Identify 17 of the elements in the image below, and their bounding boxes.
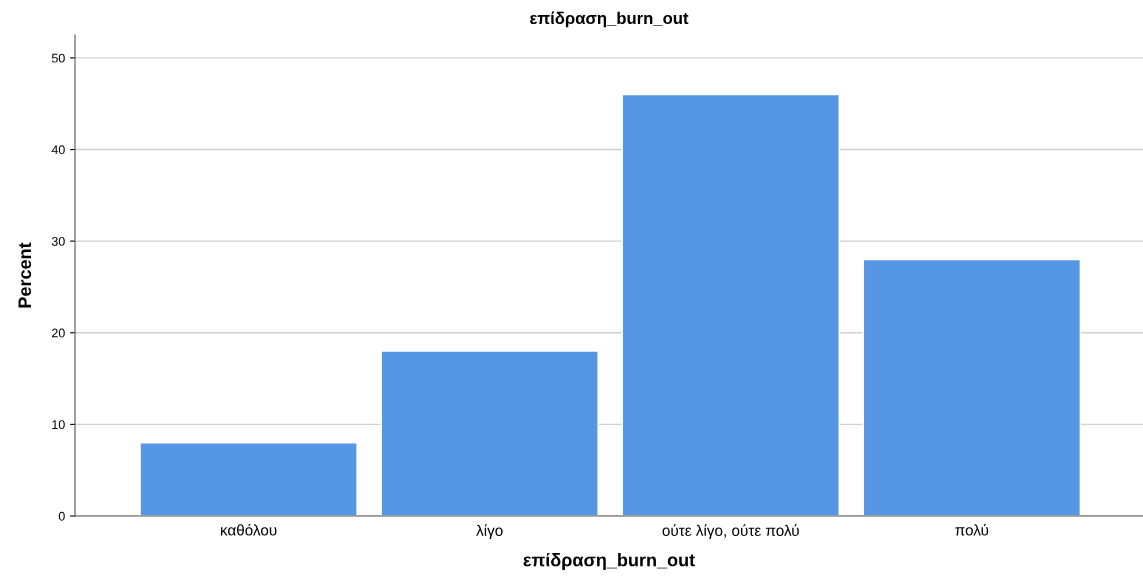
y-tick-label: 0 [58,511,65,521]
bar [862,258,1082,516]
y-tick-label: 40 [51,145,65,155]
y-tick-label: 30 [51,236,65,246]
bar [139,442,358,516]
bar [621,93,840,516]
y-axis-title: Percent [18,242,32,308]
x-tick-label: ούτε λίγο, ούτε πολύ [662,524,799,539]
bar [380,350,599,516]
x-axis-title: επίδραση_burn_out [523,552,695,570]
x-tick-label: λίγο [476,524,503,539]
y-tick-label: 20 [52,328,65,338]
chart-title: επίδραση_burn_out [530,11,689,28]
y-tick-label: 10 [52,420,65,430]
x-tick-label: καθόλου [220,523,277,536]
x-tick-label: πολύ [955,523,989,536]
y-tick-label: 50 [51,53,65,63]
